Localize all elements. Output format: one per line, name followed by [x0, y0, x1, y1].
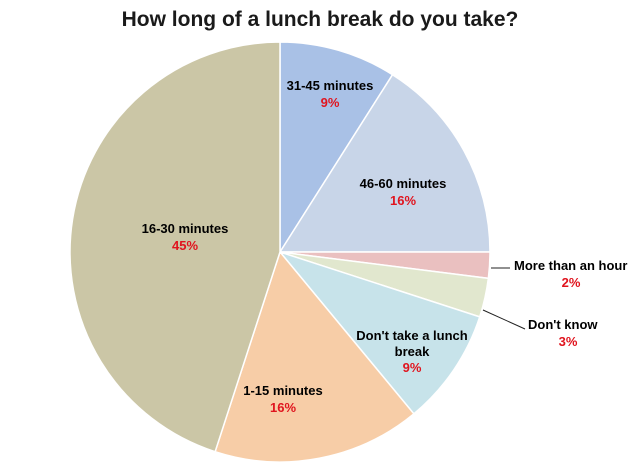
slice-label: Don't know — [528, 317, 598, 332]
pie-slice — [279, 41, 394, 255]
slice-value-label: 45% — [172, 238, 198, 253]
slice-label: Don't take a lunch break — [356, 328, 467, 359]
slice-value-label: 9% — [403, 360, 422, 375]
slice-labels: 31-45 minutes 9% 46-60 minutes 16% More than… — [142, 78, 628, 415]
slice-value-label: 16% — [390, 193, 416, 208]
pie-slice — [277, 250, 481, 415]
slice-value-label: 16% — [270, 400, 296, 415]
slice-label: More than an hour — [514, 258, 627, 273]
slice-label: 16-30 minutes — [142, 221, 229, 236]
pie-slices — [69, 41, 491, 463]
slice-value-label: 2% — [562, 275, 581, 290]
slice-label: 46-60 minutes — [360, 176, 447, 191]
leader-line — [482, 309, 526, 330]
slice-value-label: 9% — [321, 95, 340, 110]
pie-slice — [214, 250, 415, 463]
slice-label: 1-15 minutes — [243, 383, 322, 398]
pie-slice — [69, 41, 281, 453]
slice-value-label: 3% — [559, 334, 578, 349]
chart-title: How long of a lunch break do you take? — [121, 8, 519, 31]
slice-label: 31-45 minutes — [287, 78, 374, 93]
pie-slice — [278, 73, 491, 253]
leader-lines — [482, 267, 526, 330]
